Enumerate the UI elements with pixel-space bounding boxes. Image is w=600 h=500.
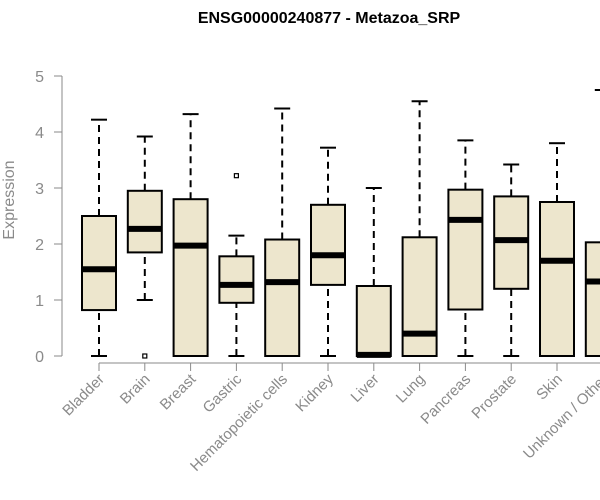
box	[81, 215, 117, 312]
box-group	[401, 100, 438, 357]
box	[310, 203, 346, 286]
box-series	[81, 89, 600, 359]
box	[264, 238, 301, 358]
box-group	[218, 173, 255, 357]
y-tick-label: 1	[35, 293, 44, 310]
box	[401, 236, 438, 357]
x-tick-label: Bladder	[59, 371, 108, 420]
y-tick-label: 4	[35, 125, 44, 142]
box-group	[81, 118, 117, 357]
box	[539, 201, 575, 357]
x-tick-label: Gastric	[200, 370, 246, 416]
box	[172, 198, 209, 357]
box-group	[447, 139, 484, 357]
x-tick-label: Liver	[348, 371, 383, 406]
outlier-point	[142, 353, 148, 359]
x-tick-label: Breast	[157, 370, 200, 413]
box	[218, 255, 255, 304]
y-tick-label: 2	[35, 237, 44, 254]
x-tick-label: Lung	[393, 371, 429, 407]
box	[584, 241, 600, 358]
x-tick-label: Skin	[533, 371, 566, 404]
box-group	[126, 135, 163, 359]
box-group	[493, 163, 530, 357]
x-tick-label: Kidney	[292, 370, 337, 415]
box-group	[172, 113, 209, 357]
y-tick-label: 0	[35, 349, 44, 366]
box-group	[539, 142, 575, 357]
box	[447, 188, 484, 311]
chart-title: ENSG00000240877 - Metazoa_SRP	[198, 10, 461, 27]
x-tick-label: Pancreas	[417, 371, 474, 428]
box-group	[355, 187, 392, 358]
y-axis-label: Expression	[1, 160, 18, 239]
outlier-point	[233, 173, 239, 179]
x-tick-label: Prostate	[468, 371, 520, 423]
box-group	[584, 89, 600, 358]
y-tick-label: 3	[35, 181, 44, 198]
box-group	[264, 107, 301, 358]
box	[355, 285, 392, 357]
box	[126, 189, 163, 254]
y-tick-label: 5	[35, 69, 44, 86]
y-axis: 0 1 2 3 4 5	[35, 69, 63, 366]
x-tick-label: Brain	[117, 371, 154, 408]
box-group	[310, 146, 346, 357]
